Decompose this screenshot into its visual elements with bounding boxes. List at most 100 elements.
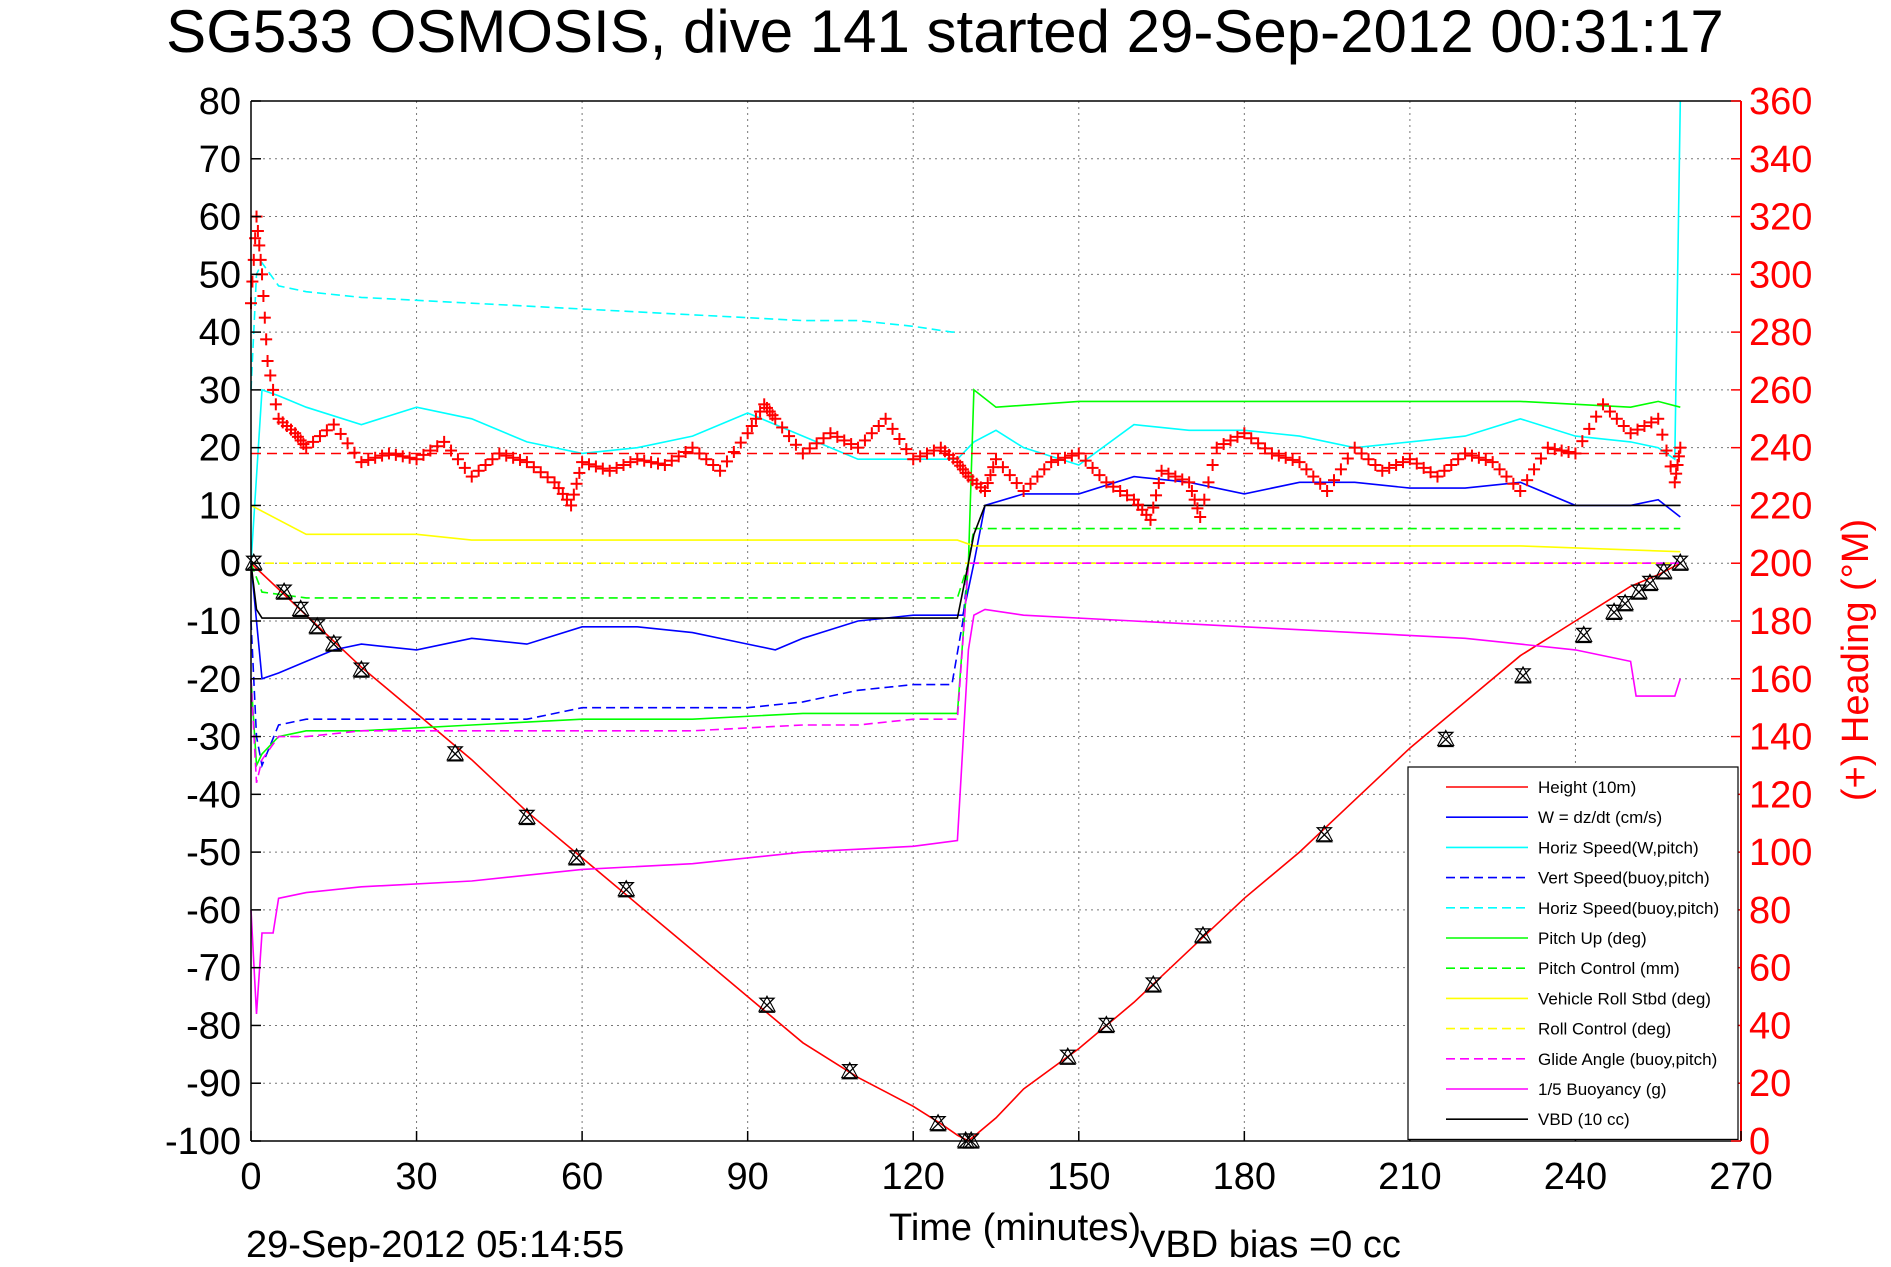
heading-point bbox=[1031, 470, 1044, 483]
heading-point bbox=[796, 447, 809, 460]
heading-point bbox=[1191, 502, 1204, 515]
heading-point bbox=[1670, 467, 1683, 480]
depth-marker-hourglass bbox=[1641, 575, 1659, 592]
heading-point bbox=[1597, 398, 1610, 411]
heading-point bbox=[1231, 430, 1244, 443]
heading-point bbox=[1038, 463, 1051, 476]
heading-point bbox=[1010, 477, 1023, 490]
heading-point bbox=[886, 422, 899, 435]
heading-point bbox=[382, 447, 395, 460]
depth-marker-hourglass bbox=[308, 619, 326, 635]
heading-point bbox=[567, 488, 580, 501]
heading-point bbox=[1293, 456, 1306, 469]
heading-point bbox=[893, 433, 906, 445]
y-tick-label: 20 bbox=[199, 428, 241, 470]
y2-tick-label: 100 bbox=[1749, 832, 1812, 874]
heading-point bbox=[1121, 489, 1134, 502]
heading-point bbox=[507, 451, 520, 464]
heading-point bbox=[1631, 423, 1644, 436]
depth-marker bbox=[275, 581, 294, 600]
x-tick-label: 0 bbox=[240, 1156, 261, 1198]
y2-tick-label: 80 bbox=[1749, 890, 1791, 932]
heading-point bbox=[789, 438, 802, 451]
heading-point bbox=[1065, 449, 1078, 462]
heading-point bbox=[1431, 470, 1444, 483]
heading-point bbox=[1645, 416, 1658, 429]
heading-point bbox=[603, 464, 616, 477]
y-tick-label: -40 bbox=[186, 774, 241, 816]
heading-point bbox=[1486, 456, 1499, 469]
heading-point bbox=[852, 441, 865, 454]
depth-marker-hourglass bbox=[1671, 555, 1689, 571]
depth-marker-triangle bbox=[446, 743, 465, 761]
heading-point bbox=[1272, 449, 1285, 462]
heading-point bbox=[1383, 461, 1396, 474]
depth-marker bbox=[1058, 1047, 1077, 1065]
heading-point bbox=[1217, 438, 1230, 451]
depth-marker-triangle bbox=[1315, 824, 1334, 842]
depth-marker bbox=[1641, 573, 1659, 592]
depth-marker-hourglass bbox=[1315, 827, 1333, 843]
heading-point bbox=[1624, 427, 1637, 440]
x-tick-label: 60 bbox=[561, 1156, 603, 1198]
x-tick-label: 90 bbox=[727, 1156, 769, 1198]
y2-tick-label: 0 bbox=[1749, 1121, 1770, 1163]
heading-point bbox=[978, 485, 991, 497]
heading-point bbox=[254, 253, 267, 266]
legend-entry-label: 1/5 Buoyancy (g) bbox=[1538, 1080, 1667, 1099]
depth-marker-triangle bbox=[1654, 561, 1673, 579]
depth-marker-hourglass bbox=[1514, 668, 1532, 684]
heading-point bbox=[576, 456, 589, 469]
y-tick-label: -80 bbox=[186, 1005, 241, 1047]
depth-marker-triangle bbox=[1436, 729, 1455, 746]
heading-point bbox=[1321, 485, 1334, 497]
heading-point bbox=[984, 469, 997, 482]
heading-point bbox=[445, 444, 458, 457]
x-tick-label: 180 bbox=[1213, 1156, 1276, 1198]
depth-marker-hourglass bbox=[1437, 731, 1455, 748]
heading-point bbox=[1668, 476, 1681, 489]
heading-point bbox=[369, 451, 382, 464]
y-tick-label: -10 bbox=[186, 601, 241, 643]
heading-point bbox=[1452, 453, 1465, 466]
depth-marker bbox=[244, 553, 263, 571]
heading-point bbox=[327, 418, 340, 431]
series-pitch-control-mm bbox=[250, 527, 1681, 599]
heading-point bbox=[734, 436, 747, 449]
heading-point bbox=[783, 430, 796, 443]
heading-point bbox=[1652, 412, 1665, 425]
y-tick-label: -60 bbox=[186, 890, 241, 932]
depth-marker-hourglass bbox=[518, 809, 536, 826]
heading-point bbox=[1152, 477, 1165, 490]
heading-point bbox=[1307, 470, 1320, 483]
heading-point bbox=[1279, 451, 1292, 464]
heading-point bbox=[1534, 452, 1547, 465]
heading-point bbox=[776, 421, 789, 434]
heading-point bbox=[996, 461, 1009, 474]
depth-marker-hourglass bbox=[1144, 977, 1162, 993]
heading-point bbox=[679, 446, 692, 458]
depth-marker-hourglass bbox=[1616, 596, 1634, 612]
heading-point bbox=[410, 453, 423, 466]
heading-point bbox=[1147, 501, 1160, 514]
y-tick-label: -50 bbox=[186, 832, 241, 874]
heading-point bbox=[1107, 480, 1120, 493]
y2-tick-label: 280 bbox=[1749, 312, 1812, 354]
heading-point bbox=[1528, 463, 1541, 476]
depth-marker bbox=[758, 995, 776, 1013]
series-vbd-10-cc bbox=[250, 504, 1681, 619]
heading-point bbox=[1093, 469, 1106, 482]
heading-point bbox=[1617, 420, 1630, 432]
series-1-5-buoyancy-g bbox=[250, 608, 1682, 1014]
heading-point bbox=[589, 460, 602, 473]
legend-entry-label: Height (10m) bbox=[1538, 778, 1636, 797]
heading-point bbox=[362, 453, 375, 466]
y2-tick-label: 120 bbox=[1749, 774, 1812, 816]
heading-point bbox=[1100, 476, 1113, 489]
legend-entry-label: Horiz Speed(buoy,pitch) bbox=[1538, 899, 1719, 918]
heading-point bbox=[617, 459, 630, 471]
depth-marker-triangle bbox=[962, 1130, 981, 1148]
heading-point bbox=[927, 444, 940, 457]
heading-point bbox=[261, 355, 274, 367]
